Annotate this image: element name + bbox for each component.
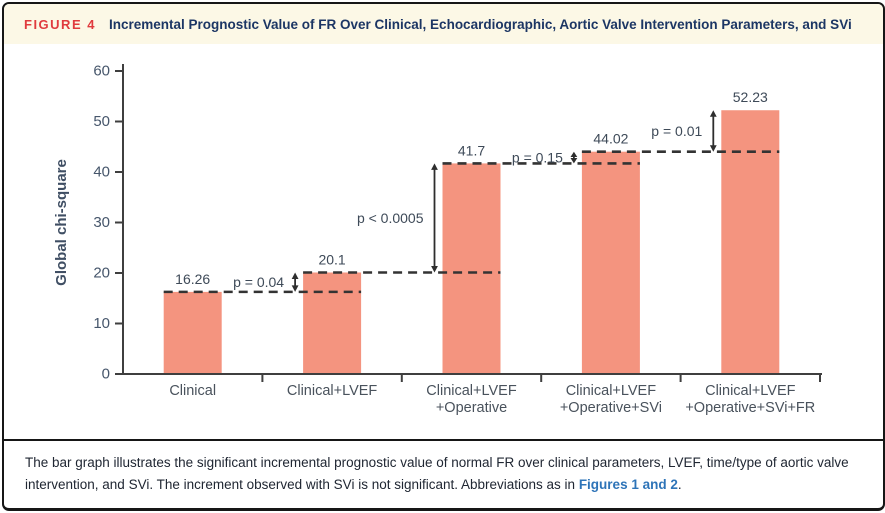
arrowhead-up-icon xyxy=(431,163,438,170)
p-value-label: p < 0.0005 xyxy=(357,210,424,226)
bar-value-label: 16.26 xyxy=(175,271,210,287)
figure-header: FIGURE 4 Incremental Prognostic Value of… xyxy=(4,4,883,44)
caption-text-after: . xyxy=(677,476,682,492)
figure-caption: The bar graph illustrates the significan… xyxy=(4,441,883,496)
p-value-label: p = 0.15 xyxy=(512,150,563,166)
y-tick-label: 10 xyxy=(93,315,110,332)
x-category-label: +Operative+SVi xyxy=(560,400,662,416)
bar xyxy=(163,291,222,374)
arrowhead-down-icon xyxy=(431,265,438,273)
x-category-label: +Operative+SVi+FR xyxy=(685,400,815,416)
x-category-label: Clinical xyxy=(169,383,216,399)
y-tick-label: 40 xyxy=(93,164,110,181)
figure-label: FIGURE 4 xyxy=(24,16,96,32)
bar xyxy=(581,151,640,374)
x-category-label: +Operative xyxy=(436,400,507,416)
bar-value-label: 44.02 xyxy=(593,131,628,147)
caption-text: The bar graph illustrates the significan… xyxy=(25,455,849,492)
x-category-label: Clinical+LVEF xyxy=(705,383,796,399)
arrowhead-up-icon xyxy=(291,272,299,279)
y-tick-label: 50 xyxy=(93,113,110,130)
y-tick-label: 0 xyxy=(102,366,110,383)
arrowhead-up-icon xyxy=(709,110,717,117)
chart-area: 0 10 20 30 40 50 60 Global chi-square Clinical Cl… xyxy=(4,44,883,439)
y-axis-title: Global chi-square xyxy=(53,159,70,286)
figure-title: Incremental Prognostic Value of FR Over … xyxy=(108,16,852,32)
bar xyxy=(442,163,501,374)
bar-value-label: 20.1 xyxy=(318,251,345,267)
bar-value-label: 41.7 xyxy=(458,142,485,158)
caption-divider xyxy=(4,439,883,441)
bar-value-label: 52.23 xyxy=(733,89,768,105)
bar xyxy=(721,110,780,375)
x-category-label: Clinical+LVEF xyxy=(287,383,378,399)
x-category-label: Clinical+LVEF xyxy=(566,383,657,399)
bar-chart: 0 10 20 30 40 50 60 Global chi-square Clinical Cl… xyxy=(53,63,822,416)
arrowhead-up-icon xyxy=(570,151,578,158)
bar xyxy=(303,272,362,374)
x-category-label: Clinical+LVEF xyxy=(426,383,517,399)
p-value-label: p = 0.04 xyxy=(233,274,284,290)
arrowhead-down-icon xyxy=(291,285,299,292)
caption-figures-link[interactable]: Figures 1 and 2 xyxy=(578,476,678,492)
y-tick-label: 20 xyxy=(93,265,110,282)
arrowhead-down-icon xyxy=(709,145,717,152)
y-tick-label: 30 xyxy=(93,214,110,231)
p-value-label: p = 0.01 xyxy=(651,123,702,139)
arrowhead-down-icon xyxy=(570,158,578,164)
y-tick-label: 60 xyxy=(93,63,110,80)
